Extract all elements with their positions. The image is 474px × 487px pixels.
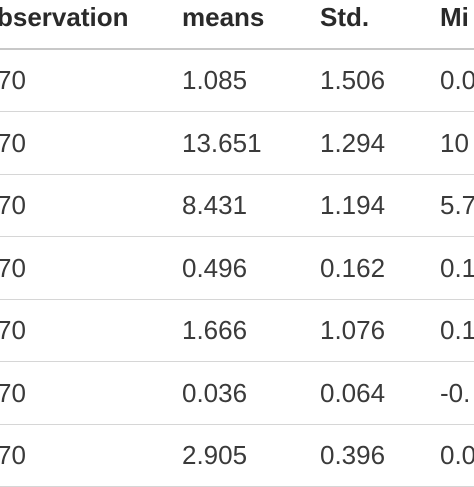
table-cell: 70 [0,315,26,345]
table-cell: 0.0 [440,65,474,95]
table-cell: 13.651 [182,127,262,158]
table-cell: 70 [0,252,26,283]
table-cell: 0.496 [182,252,248,283]
table-cell: -0. [440,377,471,408]
table-row: 70 1.666 1.076 0.1 [0,299,474,362]
table-cell: 70 [0,377,26,408]
header-row: bservation means Std. Mi [0,0,474,50]
table-row: 70 0.036 0.064 -0. [0,362,474,425]
table-cell: 70 [0,440,26,470]
table-cell: 1.294 [320,127,386,158]
table-cell: 0.162 [320,252,386,283]
table-cell: 1.506 [320,65,386,95]
table-cell: 70 [0,65,26,95]
table-cell: 70 [0,190,26,220]
table-cell: 10 [440,127,469,158]
table-cell: 1.085 [182,65,248,95]
table-row: 70 1.085 1.506 0.0 [0,49,474,112]
header-cell: Std. [320,2,370,32]
table-cell: 5.7 [440,190,474,220]
table-row: 70 0.496 0.162 0.1 [0,237,474,300]
table-cell: 0.036 [182,377,248,408]
table-cell: 0.1 [440,252,474,283]
table-cell: 0.0 [440,440,474,470]
table-cell: 1.666 [182,315,248,345]
table-cell: 0.1 [440,315,474,345]
table-cell: 2.905 [182,440,248,470]
table-cell: 0.064 [320,377,386,408]
table-row: 70 13.651 1.294 10 [0,112,474,175]
table-cell: 1.194 [320,190,386,220]
header-cell: bservation [0,2,129,32]
header-cell: means [182,2,265,32]
table-row: 70 8.431 1.194 5.7 [0,174,474,237]
table-cell: 70 [0,127,26,158]
table-cell: 0.396 [320,440,386,470]
header-cell: Mi [440,2,469,32]
table-row: 70 2.905 0.396 0.0 [0,424,474,487]
table-cell: 1.076 [320,315,386,345]
table-cell: 8.431 [182,190,248,220]
